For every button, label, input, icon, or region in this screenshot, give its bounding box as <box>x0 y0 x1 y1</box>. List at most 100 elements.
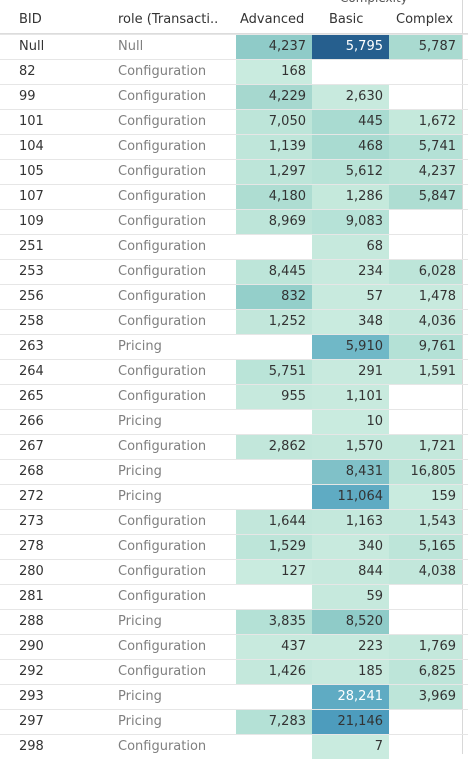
heatmap-cell-basic: 10 <box>312 410 389 434</box>
right-divider <box>462 0 463 754</box>
heatmap-cell-advanced <box>236 335 312 359</box>
bid-label: 264 <box>19 364 44 379</box>
heatmap-cell-advanced <box>236 485 312 509</box>
heatmap-cell-advanced: 4,237 <box>236 35 312 59</box>
header-role: role (Transacti.. <box>118 12 219 27</box>
heatmap-cell-basic: 1,286 <box>312 185 389 209</box>
bid-label: 297 <box>19 714 44 729</box>
bid-label: Null <box>19 39 45 54</box>
role-label: Configuration <box>118 664 207 679</box>
bid-label: 293 <box>19 689 44 704</box>
table-row: 82 Configuration 168 <box>0 59 468 84</box>
heatmap-cell-basic: 57 <box>312 285 389 309</box>
bid-label: 272 <box>19 489 44 504</box>
bid-label: 290 <box>19 639 44 654</box>
heatmap-cell-basic: 844 <box>312 560 389 584</box>
table-row: 278 Configuration 1,529 340 5,165 <box>0 534 468 559</box>
bid-label: 253 <box>19 264 44 279</box>
heatmap-cell-advanced <box>236 585 312 609</box>
heatmap-cell-advanced: 832 <box>236 285 312 309</box>
heatmap-cell-complex: 1,591 <box>389 360 462 384</box>
heatmap-cell-basic: 8,520 <box>312 610 389 634</box>
heatmap-cell-basic: 5,910 <box>312 335 389 359</box>
bid-label: 298 <box>19 739 44 754</box>
table-row: 280 Configuration 127 844 4,038 <box>0 559 468 584</box>
table-row: 281 Configuration 59 <box>0 584 468 609</box>
heatmap-cell-advanced: 8,445 <box>236 260 312 284</box>
heatmap-cell-advanced: 4,229 <box>236 85 312 109</box>
heatmap-cell-basic: 7 <box>312 735 389 759</box>
heatmap-cell-basic: 1,570 <box>312 435 389 459</box>
heatmap-cell-complex <box>389 210 462 234</box>
heatmap-cell-basic <box>312 60 389 84</box>
heatmap-cell-advanced: 168 <box>236 60 312 84</box>
role-label: Pricing <box>118 339 162 354</box>
heatmap-cell-advanced: 5,751 <box>236 360 312 384</box>
table-row: 99 Configuration 4,229 2,630 <box>0 84 468 109</box>
table-row: 105 Configuration 1,297 5,612 4,237 <box>0 159 468 184</box>
table-row: 273 Configuration 1,644 1,163 1,543 <box>0 509 468 534</box>
heatmap-cell-basic: 468 <box>312 135 389 159</box>
heatmap-cell-basic: 9,083 <box>312 210 389 234</box>
heatmap-cell-basic: 68 <box>312 235 389 259</box>
heatmap-cell-complex: 4,038 <box>389 560 462 584</box>
role-label: Configuration <box>118 189 207 204</box>
role-label: Pricing <box>118 714 162 729</box>
heatmap-cell-basic: 1,101 <box>312 385 389 409</box>
role-label: Configuration <box>118 64 207 79</box>
role-label: Configuration <box>118 389 207 404</box>
header-bid: BID <box>19 12 42 27</box>
heatmap-cell-advanced <box>236 410 312 434</box>
bid-label: 268 <box>19 464 44 479</box>
role-label: Configuration <box>118 514 207 529</box>
heatmap-cell-advanced: 7,283 <box>236 710 312 734</box>
heatmap-cell-basic: 5,795 <box>312 35 389 59</box>
heatmap-cell-complex: 5,165 <box>389 535 462 559</box>
bid-label: 280 <box>19 564 44 579</box>
heatmap-cell-advanced: 4,180 <box>236 185 312 209</box>
table-row: 272 Pricing 11,064 159 <box>0 484 468 509</box>
heatmap-cell-advanced: 3,835 <box>236 610 312 634</box>
table-row: 104 Configuration 1,139 468 5,741 <box>0 134 468 159</box>
bid-label: 109 <box>19 214 44 229</box>
header-divider <box>0 33 468 34</box>
heatmap-cell-complex: 1,672 <box>389 110 462 134</box>
heatmap-cell-complex <box>389 735 462 759</box>
heatmap-cell-basic: 28,241 <box>312 685 389 709</box>
heatmap-cell-complex <box>389 410 462 434</box>
role-label: Configuration <box>118 114 207 129</box>
heatmap-cell-basic: 234 <box>312 260 389 284</box>
header-complex: Complex <box>396 12 454 27</box>
role-label: Null <box>118 39 144 54</box>
table-row: 293 Pricing 28,241 3,969 <box>0 684 468 709</box>
heatmap-cell-complex: 6,825 <box>389 660 462 684</box>
heatmap-cell-basic: 348 <box>312 310 389 334</box>
header-basic: Basic <box>329 12 364 27</box>
heatmap-cell-complex: 1,721 <box>389 435 462 459</box>
heatmap-cell-advanced: 1,297 <box>236 160 312 184</box>
table-row: 256 Configuration 832 57 1,478 <box>0 284 468 309</box>
table-row: 268 Pricing 8,431 16,805 <box>0 459 468 484</box>
table-row: 292 Configuration 1,426 185 6,825 <box>0 659 468 684</box>
role-label: Configuration <box>118 539 207 554</box>
bid-label: 292 <box>19 664 44 679</box>
role-label: Configuration <box>118 89 207 104</box>
heatmap-cell-advanced <box>236 685 312 709</box>
heatmap-cell-advanced: 1,644 <box>236 510 312 534</box>
bid-label: 267 <box>19 439 44 454</box>
heatmap-cell-complex: 1,543 <box>389 510 462 534</box>
role-label: Configuration <box>118 214 207 229</box>
table-row: 297 Pricing 7,283 21,146 <box>0 709 468 734</box>
table-row: 266 Pricing 10 <box>0 409 468 434</box>
bid-label: 266 <box>19 414 44 429</box>
bid-label: 99 <box>19 89 36 104</box>
heatmap-cell-complex <box>389 235 462 259</box>
heatmap-cell-advanced: 8,969 <box>236 210 312 234</box>
heatmap-cell-complex: 5,787 <box>389 35 462 59</box>
heatmap-cell-basic: 21,146 <box>312 710 389 734</box>
heatmap-cell-complex: 5,741 <box>389 135 462 159</box>
heatmap-cell-basic: 185 <box>312 660 389 684</box>
role-label: Configuration <box>118 439 207 454</box>
heatmap-cell-complex: 4,237 <box>389 160 462 184</box>
role-label: Configuration <box>118 164 207 179</box>
